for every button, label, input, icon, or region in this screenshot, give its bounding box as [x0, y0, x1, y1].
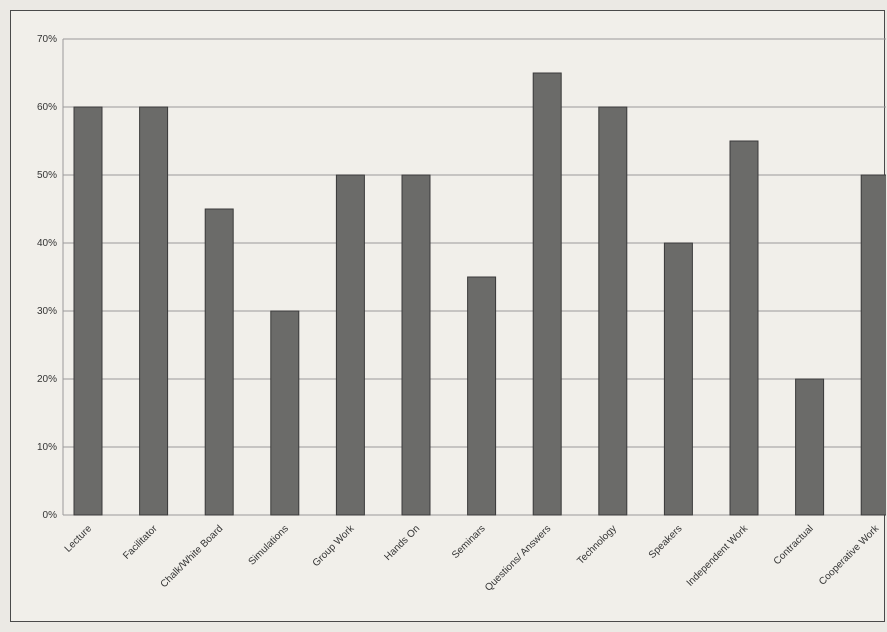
x-category-label: Chalk/White Board: [159, 523, 226, 590]
y-tick-label: 20%: [37, 374, 57, 385]
x-category-label: Questions/ Answers: [483, 523, 553, 593]
x-category-label: Hands On: [383, 523, 423, 563]
bar-chart: 0% 10% 20% 30% 40% 50% 60% 70% Lecture Facilitat…: [37, 34, 886, 594]
y-axis-ticks: 0% 10% 20% 30% 40% 50% 60% 70%: [37, 34, 57, 521]
x-category-label: Simulations: [247, 523, 291, 567]
chart-frame: 0% 10% 20% 30% 40% 50% 60% 70% Lecture Facilitat…: [10, 10, 886, 622]
bar: [139, 106, 169, 516]
x-category-label: Lecture: [63, 523, 95, 555]
y-tick-label: 40%: [37, 238, 57, 249]
x-category-label: Seminars: [450, 523, 488, 561]
x-category-label: Independent Work: [685, 523, 751, 589]
y-tick-label: 50%: [37, 170, 57, 181]
bar: [401, 174, 431, 516]
bar: [467, 276, 497, 516]
bar: [860, 174, 886, 516]
bar: [335, 174, 365, 516]
x-category-label: Contractual: [772, 523, 816, 567]
x-category-label: Group Work: [311, 523, 357, 569]
bar: [532, 72, 562, 516]
x-category-label: Facilitator: [121, 523, 160, 562]
y-tick-label: 70%: [37, 34, 57, 45]
bars: [73, 72, 886, 516]
bar: [270, 310, 300, 516]
x-category-label: Speakers: [647, 523, 685, 561]
y-tick-label: 60%: [37, 102, 57, 113]
bar: [73, 106, 103, 516]
x-category-label: Technology: [575, 523, 619, 567]
x-category-label: Cooperative Work: [817, 523, 882, 588]
bar: [663, 242, 693, 516]
y-tick-label: 0%: [43, 510, 58, 521]
bar: [795, 378, 825, 516]
y-tick-label: 30%: [37, 306, 57, 317]
y-tick-label: 10%: [37, 442, 57, 453]
bar: [598, 106, 628, 516]
bar: [729, 140, 759, 516]
bar: [204, 208, 234, 516]
